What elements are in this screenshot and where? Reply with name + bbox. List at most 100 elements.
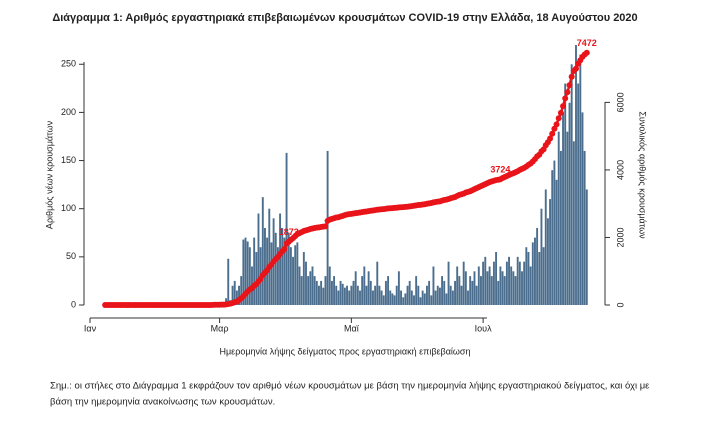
y-tick-label: 250: [61, 59, 76, 69]
bar: [311, 266, 314, 305]
bar: [367, 271, 370, 305]
bar: [417, 285, 420, 305]
line-point: [281, 245, 288, 252]
bar: [346, 285, 348, 305]
line-point: [583, 49, 590, 56]
bar: [363, 266, 366, 305]
bar: [536, 227, 539, 305]
bar: [378, 285, 381, 305]
bar: [365, 285, 368, 305]
bar: [559, 150, 562, 305]
bar: [436, 285, 439, 305]
bar: [467, 290, 469, 305]
bar: [577, 83, 580, 305]
bar: [486, 271, 489, 305]
bar: [283, 237, 286, 305]
bar: [361, 276, 364, 305]
x-tick-label: Μαρ: [211, 323, 229, 333]
bar: [475, 285, 478, 305]
bar: [566, 131, 569, 305]
annotation: 7472: [577, 38, 597, 48]
bar: [369, 280, 372, 305]
bar: [337, 290, 340, 305]
line-point: [555, 115, 562, 122]
bar: [248, 247, 251, 305]
bar: [482, 261, 485, 305]
bar: [501, 271, 504, 305]
bar: [451, 290, 454, 305]
bar: [276, 247, 279, 305]
bar: [555, 179, 558, 305]
bar: [382, 295, 385, 305]
bar: [380, 290, 383, 305]
bar: [531, 242, 534, 305]
bar: [518, 261, 521, 305]
bar: [289, 247, 292, 305]
y-axis-title: Αριθμός νέων κρουσμάτων: [44, 120, 54, 229]
bar: [579, 54, 582, 305]
bar: [428, 280, 431, 305]
bar: [521, 271, 523, 305]
bar: [430, 295, 433, 305]
bar: [492, 261, 495, 305]
bar: [354, 271, 357, 305]
bar: [328, 266, 331, 305]
bar: [307, 276, 310, 305]
line-point: [560, 103, 567, 110]
x-tick-label: Μαϊ: [344, 323, 360, 333]
line-point: [549, 130, 556, 137]
bar: [505, 261, 508, 305]
annotation: 1873: [279, 227, 299, 237]
bar: [423, 293, 426, 305]
bar: [570, 64, 573, 305]
note: βάση την ημερομηνία ανακοίνωσης των κρου…: [50, 397, 275, 408]
bar: [471, 280, 474, 305]
y2-tick-label: 6000: [615, 92, 625, 112]
y2-tick-label: 0: [615, 302, 625, 307]
x-tick-label: Ιουλ: [475, 323, 492, 333]
bar: [296, 242, 299, 305]
bar: [514, 276, 517, 305]
bar: [477, 266, 480, 305]
bar: [333, 276, 336, 305]
bar: [497, 280, 500, 305]
bar: [324, 276, 327, 305]
bar: [445, 293, 448, 305]
bar: [454, 280, 456, 305]
bar: [376, 261, 379, 305]
annotation: 3724: [490, 165, 510, 175]
bar: [389, 290, 392, 305]
bar: [406, 285, 409, 305]
bar: [231, 285, 234, 305]
bar: [255, 252, 258, 305]
bar: [408, 280, 411, 305]
y-tick-label: 200: [61, 107, 76, 117]
bar: [546, 218, 549, 305]
bar: [527, 252, 530, 305]
bar: [469, 276, 472, 305]
bar: [348, 290, 351, 305]
bar: [387, 276, 390, 305]
bar: [350, 285, 353, 305]
bar: [298, 266, 301, 305]
bar: [525, 247, 528, 305]
line-point: [557, 109, 564, 116]
y2-tick-label: 2000: [615, 227, 625, 247]
bar: [503, 276, 506, 305]
bar: [512, 271, 515, 305]
bar: [462, 261, 465, 305]
bar: [261, 197, 264, 305]
bar: [384, 280, 387, 305]
bar: [404, 293, 407, 305]
y-tick-label: 50: [66, 251, 76, 261]
line-point: [566, 82, 573, 89]
bar: [421, 290, 424, 305]
bar: [274, 232, 277, 305]
bar: [341, 283, 344, 305]
bar: [460, 285, 463, 305]
bar: [499, 266, 502, 305]
bar: [335, 285, 338, 305]
line: [105, 51, 588, 307]
bar: [441, 276, 444, 305]
